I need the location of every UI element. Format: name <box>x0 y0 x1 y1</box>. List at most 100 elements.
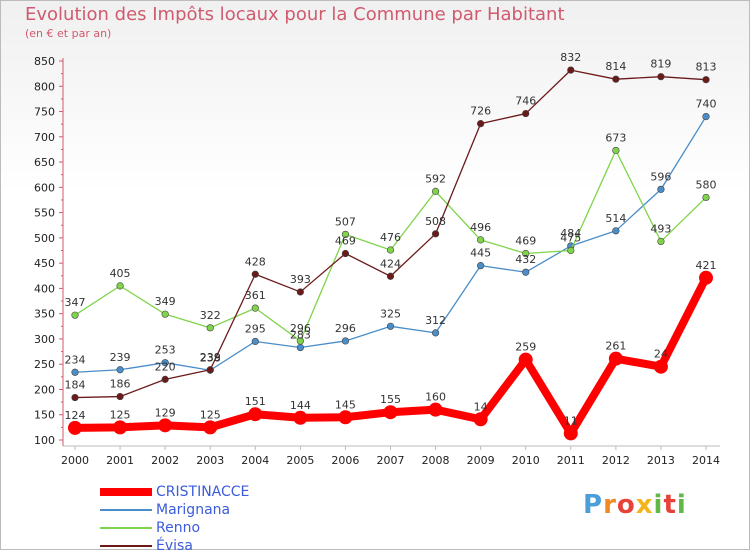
data-label: 746 <box>515 95 536 108</box>
data-point <box>612 75 620 83</box>
data-point <box>477 236 485 244</box>
x-tick-label: 2000 <box>61 454 89 467</box>
data-point <box>341 249 350 258</box>
data-label: 155 <box>380 393 401 406</box>
data-point <box>612 146 620 155</box>
data-point <box>563 426 578 441</box>
data-label: 14 <box>474 400 488 413</box>
legend-label: Marignana <box>156 502 231 518</box>
data-label: 234 <box>65 353 86 366</box>
chart-subtitle: (en € et par an) <box>25 27 112 40</box>
data-label: 819 <box>650 58 671 71</box>
data-point <box>653 359 668 374</box>
data-label: 580 <box>696 178 717 191</box>
data-label: 475 <box>560 232 581 245</box>
data-label: 125 <box>200 408 221 421</box>
data-label: 514 <box>605 212 626 225</box>
y-tick-label: 800 <box>34 80 55 93</box>
data-label: 496 <box>470 221 491 234</box>
data-point <box>296 337 304 345</box>
data-label: 596 <box>650 170 671 183</box>
x-tick-label: 2011 <box>557 454 585 467</box>
data-label: 814 <box>605 60 626 73</box>
data-point <box>477 262 485 270</box>
data-point <box>428 402 443 417</box>
data-point <box>251 337 259 346</box>
data-label: 508 <box>425 215 446 228</box>
data-label: 239 <box>200 351 221 364</box>
y-tick-label: 500 <box>34 232 55 245</box>
data-point <box>657 237 665 246</box>
data-point <box>341 230 350 238</box>
data-point <box>341 337 350 345</box>
data-label: 361 <box>245 289 266 302</box>
data-point <box>699 270 713 285</box>
data-label: 220 <box>155 360 176 373</box>
data-point <box>612 227 620 235</box>
data-label: 347 <box>65 296 86 309</box>
data-label: 186 <box>110 378 131 391</box>
x-tick-label: 2009 <box>467 454 495 467</box>
data-point <box>522 109 530 118</box>
data-label: 261 <box>605 340 626 353</box>
data-label: 493 <box>650 222 671 235</box>
x-tick-label: 2005 <box>286 454 314 467</box>
legend-label: CRISTINACCE <box>156 484 250 500</box>
data-point <box>203 420 218 435</box>
x-tick-label: 2004 <box>241 454 269 467</box>
data-label: 296 <box>335 322 356 335</box>
data-label: 238 <box>200 351 221 364</box>
data-label: 160 <box>425 391 446 404</box>
data-point <box>657 185 665 193</box>
data-label: 393 <box>290 273 311 286</box>
data-label: 592 <box>425 172 446 185</box>
data-label: 469 <box>515 235 536 248</box>
data-label: 813 <box>696 61 717 74</box>
data-point <box>386 272 395 280</box>
data-point <box>702 193 710 202</box>
data-label: 145 <box>335 398 356 411</box>
data-point <box>251 270 259 278</box>
data-point <box>383 405 398 420</box>
data-point <box>386 322 395 330</box>
data-point <box>338 410 353 425</box>
data-point <box>567 66 575 74</box>
y-tick-label: 400 <box>34 282 55 295</box>
data-point <box>161 310 169 318</box>
data-point <box>116 366 124 374</box>
data-point <box>431 230 440 238</box>
y-tick-label: 450 <box>34 257 55 270</box>
data-label: 322 <box>200 309 221 322</box>
data-point <box>608 351 623 366</box>
data-point <box>68 420 82 435</box>
y-tick-label: 200 <box>34 383 55 396</box>
legend-swatch <box>100 545 152 547</box>
legend-swatch <box>100 509 152 511</box>
x-tick-label: 2012 <box>602 454 630 467</box>
data-label: 129 <box>155 406 176 419</box>
data-label: 484 <box>560 227 581 240</box>
y-tick-label: 350 <box>34 308 55 321</box>
data-label: 476 <box>380 231 401 244</box>
x-tick-label: 2007 <box>377 454 405 467</box>
x-tick-label: 2010 <box>512 454 540 467</box>
data-point <box>567 246 575 255</box>
data-label: 125 <box>110 408 131 421</box>
x-tick-label: 2002 <box>151 454 179 467</box>
data-label: 151 <box>245 395 266 408</box>
y-tick-label: 850 <box>34 55 55 68</box>
data-point <box>161 375 169 383</box>
proxiti-logo: Proxiti <box>583 490 687 520</box>
data-point <box>248 407 263 422</box>
x-tick-label: 2001 <box>106 454 134 467</box>
data-label: 432 <box>515 253 536 266</box>
x-tick-label: 2014 <box>692 454 720 467</box>
data-label: 295 <box>245 322 266 335</box>
data-label: 325 <box>380 307 401 320</box>
y-tick-label: 550 <box>34 207 55 220</box>
y-tick-label: 750 <box>34 106 55 119</box>
data-label: 184 <box>65 379 86 392</box>
legend-label: Évisa <box>156 538 193 554</box>
data-label: 259 <box>515 341 536 354</box>
